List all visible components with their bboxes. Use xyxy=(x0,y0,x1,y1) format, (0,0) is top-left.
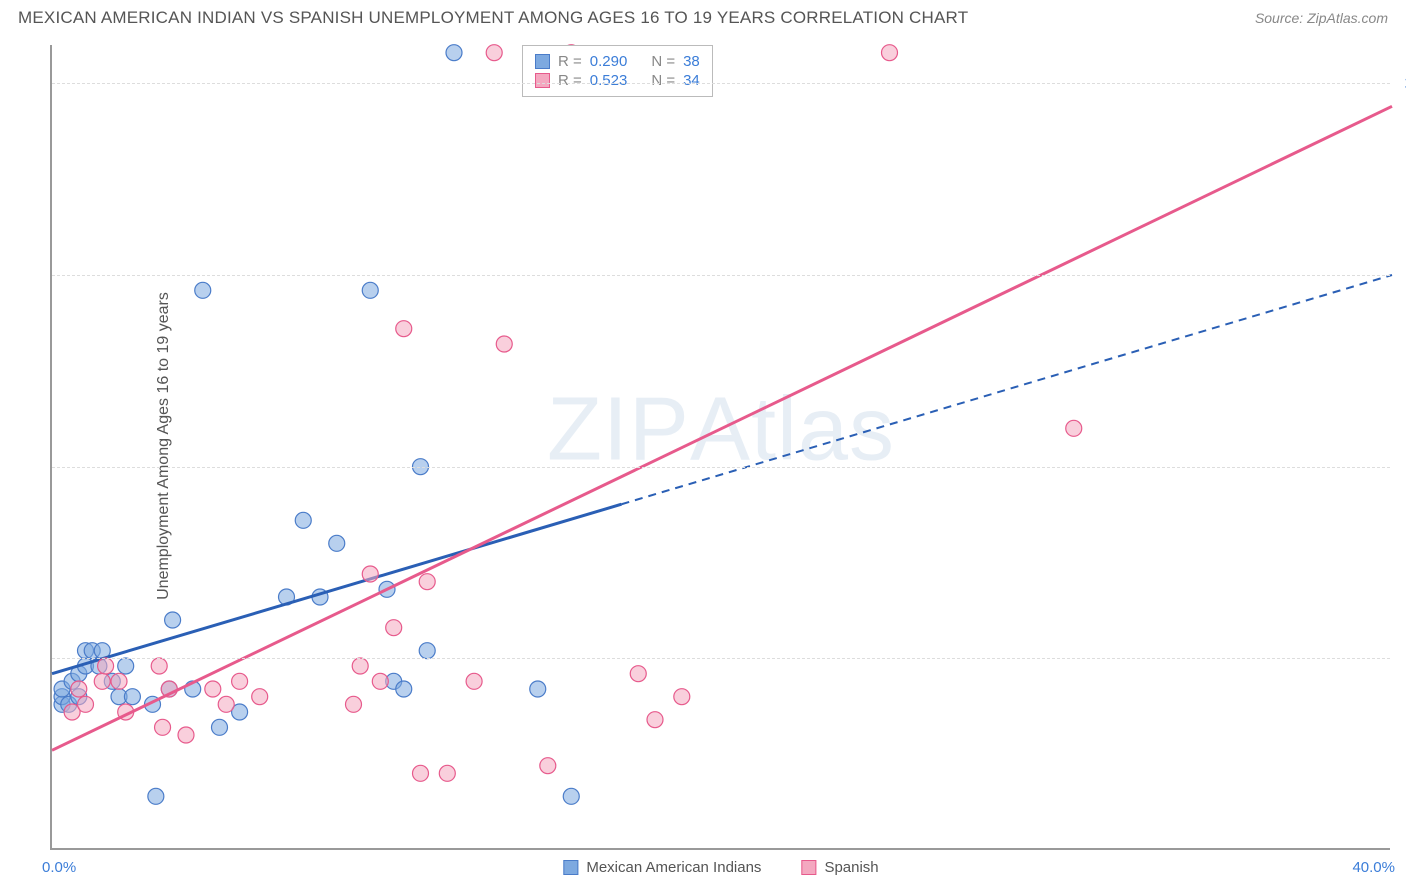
r-label: R = xyxy=(558,53,582,70)
legend-series-name: Spanish xyxy=(824,859,878,876)
grid-line xyxy=(52,275,1390,276)
data-point xyxy=(496,336,512,352)
data-point xyxy=(439,765,455,781)
data-point xyxy=(630,666,646,682)
legend-row: R = 0.290 N = 38 xyxy=(535,52,700,71)
legend-swatch xyxy=(535,73,550,88)
data-point xyxy=(563,788,579,804)
data-point xyxy=(362,282,378,298)
data-point xyxy=(195,282,211,298)
legend-item: Spanish xyxy=(801,859,878,876)
data-point xyxy=(396,681,412,697)
data-point xyxy=(674,689,690,705)
data-point xyxy=(419,574,435,590)
data-point xyxy=(124,689,140,705)
chart-title: MEXICAN AMERICAN INDIAN VS SPANISH UNEMP… xyxy=(18,8,968,28)
data-point xyxy=(155,719,171,735)
data-point xyxy=(111,673,127,689)
legend-series-name: Mexican American Indians xyxy=(586,859,761,876)
n-value: 34 xyxy=(683,72,700,89)
data-point xyxy=(413,765,429,781)
data-point xyxy=(1066,420,1082,436)
trend-line xyxy=(52,106,1392,750)
grid-line xyxy=(52,658,1390,659)
scatter-svg xyxy=(52,45,1390,848)
data-point xyxy=(882,45,898,61)
data-point xyxy=(205,681,221,697)
data-point xyxy=(352,658,368,674)
data-point xyxy=(419,643,435,659)
n-label: N = xyxy=(651,72,675,89)
legend-item: Mexican American Indians xyxy=(563,859,761,876)
data-point xyxy=(212,719,228,735)
data-point xyxy=(486,45,502,61)
data-point xyxy=(98,658,114,674)
data-point xyxy=(362,566,378,582)
series-legend: Mexican American Indians Spanish xyxy=(563,859,878,876)
data-point xyxy=(386,620,402,636)
legend-swatch xyxy=(535,54,550,69)
data-point xyxy=(295,512,311,528)
data-point xyxy=(71,681,87,697)
data-point xyxy=(78,696,94,712)
data-point xyxy=(540,758,556,774)
legend-swatch xyxy=(563,860,578,875)
data-point xyxy=(118,658,134,674)
r-label: R = xyxy=(558,72,582,89)
data-point xyxy=(466,673,482,689)
legend-swatch xyxy=(801,860,816,875)
data-point xyxy=(346,696,362,712)
n-label: N = xyxy=(651,53,675,70)
data-point xyxy=(530,681,546,697)
data-point xyxy=(252,689,268,705)
data-point xyxy=(148,788,164,804)
legend-row: R = 0.523 N = 34 xyxy=(535,71,700,90)
data-point xyxy=(165,612,181,628)
grid-line xyxy=(52,467,1390,468)
data-point xyxy=(396,321,412,337)
data-point xyxy=(151,658,167,674)
trend-line xyxy=(52,504,622,673)
x-axis-max-label: 40.0% xyxy=(1352,859,1395,876)
n-value: 38 xyxy=(683,53,700,70)
r-value: 0.290 xyxy=(590,53,628,70)
r-value: 0.523 xyxy=(590,72,628,89)
correlation-legend: R = 0.290 N = 38 R = 0.523 N = 34 xyxy=(522,45,713,97)
trend-line-extrapolated xyxy=(622,275,1393,504)
data-point xyxy=(232,673,248,689)
grid-line xyxy=(52,83,1390,84)
data-point xyxy=(647,712,663,728)
source-attribution: Source: ZipAtlas.com xyxy=(1255,10,1388,26)
data-point xyxy=(94,673,110,689)
data-point xyxy=(372,673,388,689)
chart-plot-area: ZIPAtlas R = 0.290N = 38R = 0.523N = 34 … xyxy=(50,45,1390,850)
x-axis-origin-label: 0.0% xyxy=(42,859,76,876)
data-point xyxy=(178,727,194,743)
data-point xyxy=(218,696,234,712)
data-point xyxy=(329,535,345,551)
data-point xyxy=(446,45,462,61)
